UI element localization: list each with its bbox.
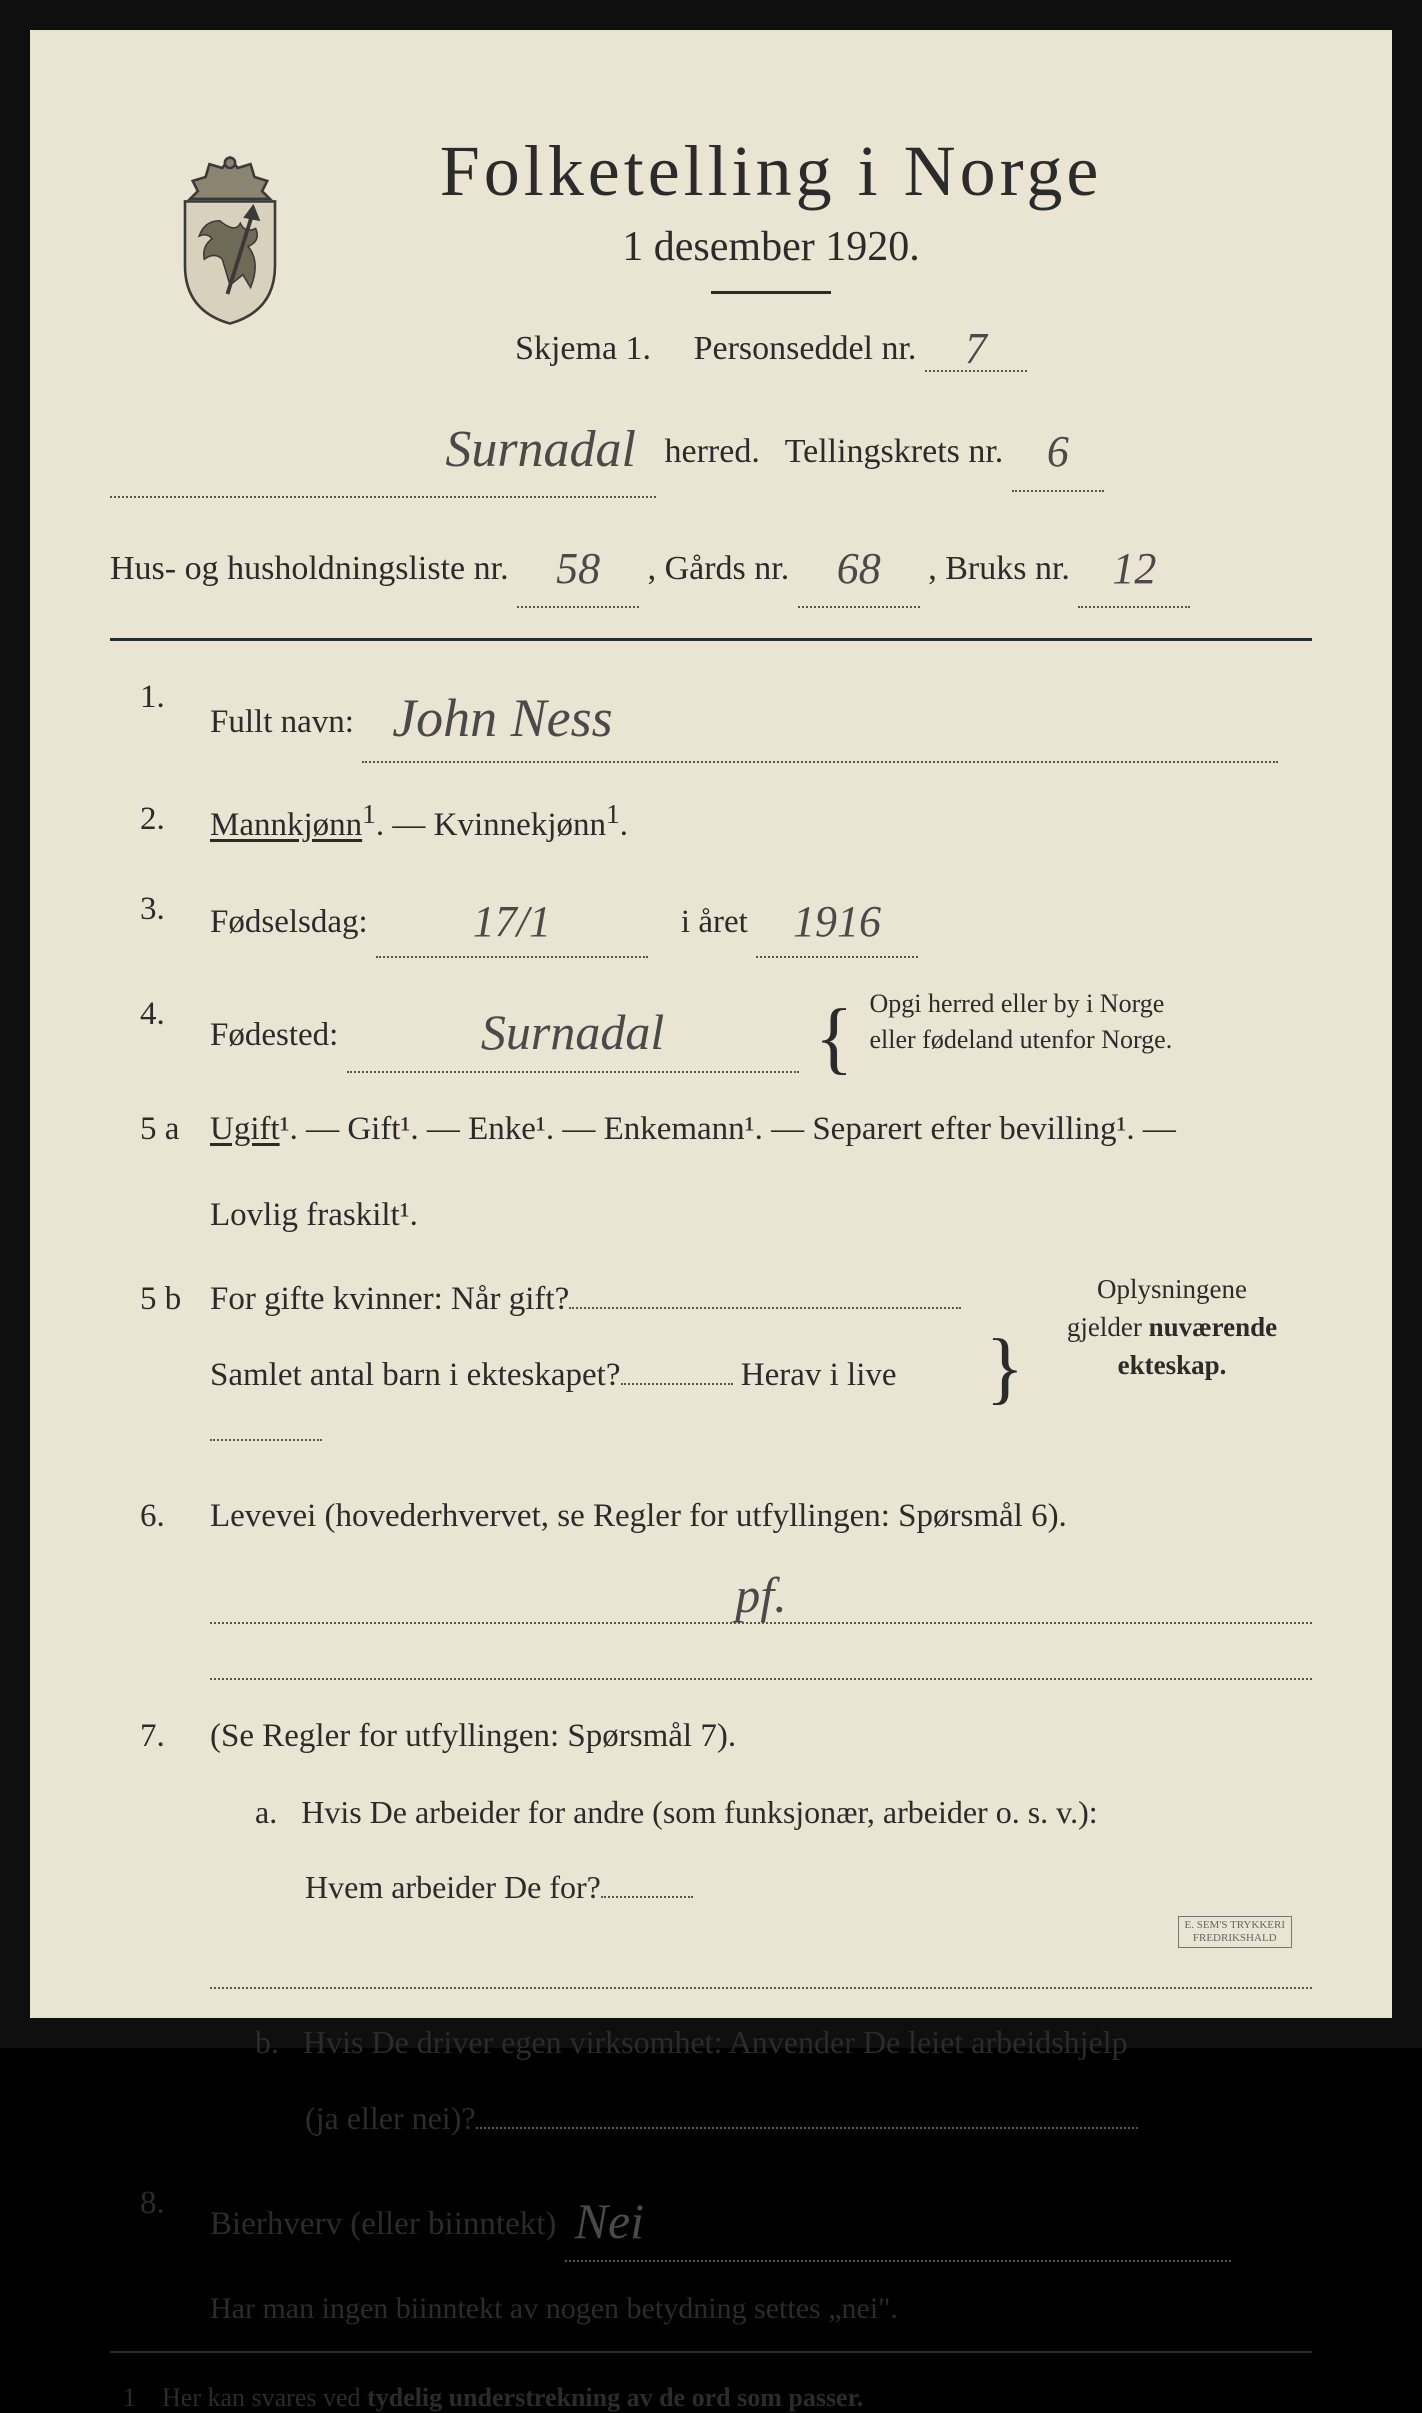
- printer-l1: E. SEM'S TRYKKERI: [1185, 1919, 1286, 1931]
- q2: 2. Mannkjønn1. — Kvinnekjønn1.: [140, 791, 1312, 853]
- q1-num: 1.: [140, 669, 210, 763]
- footer-note1: Har man ingen biinntekt av nogen betydni…: [210, 2292, 1312, 2326]
- q2-sup2: 1: [606, 798, 620, 829]
- q7a-l2: Hvem arbeider De for?: [305, 1869, 601, 1905]
- q5b-note: Oplysningene gjelder nuværende ekteskap.: [1032, 1271, 1312, 1459]
- q5b-l1a: For gifte kvinner: Når gift?: [210, 1281, 569, 1317]
- section-divider: [110, 638, 1312, 641]
- q5b-note-l1: Oplysningene: [1097, 1274, 1247, 1304]
- q2-sup1: 1: [362, 798, 376, 829]
- q7a-l1: Hvis De arbeider for andre (som funksjon…: [301, 1794, 1097, 1830]
- husliste-nr: 58: [556, 544, 600, 593]
- q3: 3. Fødselsdag: 17/1 i året 1916: [140, 881, 1312, 958]
- q7b-num: b.: [255, 2024, 279, 2060]
- q6-answer-line-2: [210, 1628, 1312, 1680]
- q3-num: 3.: [140, 881, 210, 958]
- q8-value: Nei: [575, 2193, 644, 2249]
- q8-num: 8.: [140, 2175, 210, 2262]
- bruks-label: , Bruks nr.: [928, 550, 1070, 587]
- tellingskrets-label: Tellingskrets nr.: [785, 433, 1004, 470]
- q5b-note-l2: gjelder nuværende: [1067, 1312, 1277, 1342]
- q4-value: Surnadal: [481, 1004, 664, 1060]
- q7: 7. (Se Regler for utfyllingen: Spørsmål …: [140, 1708, 1312, 2147]
- q5a-selected: Ugift: [210, 1111, 280, 1147]
- title-divider: [711, 291, 831, 294]
- herred-label: herred.: [665, 433, 760, 470]
- q4-note: Opgi herred eller by i Norge eller fødel…: [869, 986, 1172, 1059]
- q2-mannkjonn: Mannkjønn: [210, 807, 362, 843]
- q3-label: Fødselsdag:: [210, 904, 368, 940]
- q2-kvinnekjonn: Kvinnekjønn: [434, 807, 606, 843]
- q5a-line2: Lovlig fraskilt¹.: [210, 1187, 1312, 1243]
- q2-sep: —: [392, 807, 433, 843]
- personseddel-nr: 7: [965, 324, 987, 373]
- gards-nr: 68: [837, 544, 881, 593]
- q2-num: 2.: [140, 791, 210, 853]
- q4-note-l2: eller fødeland utenfor Norge.: [869, 1025, 1172, 1054]
- q7-num: 7.: [140, 1708, 210, 2147]
- q1: 1. Fullt navn: John Ness: [140, 669, 1312, 763]
- brace-icon: {: [815, 1018, 853, 1058]
- q1-label: Fullt navn:: [210, 704, 354, 740]
- husliste-label: Hus- og husholdningsliste nr.: [110, 550, 509, 587]
- q6-value: pf.: [735, 1567, 786, 1623]
- q5a-num: 5 a: [140, 1101, 210, 1243]
- personseddel-label: Personseddel nr.: [694, 330, 917, 367]
- q3-year-label: i året: [681, 904, 748, 940]
- gards-label: , Gårds nr.: [648, 550, 790, 587]
- q4: 4. Fødested: Surnadal { Opgi herred elle…: [140, 986, 1312, 1073]
- census-form-page: Folketelling i Norge 1 desember 1920. Sk…: [0, 0, 1422, 2048]
- q7a-answer-line: [210, 1937, 1312, 1989]
- form-date: 1 desember 1920.: [230, 223, 1312, 271]
- q7a-num: a.: [255, 1794, 277, 1830]
- q6: 6. Levevei (hovederhvervet, se Regler fo…: [140, 1488, 1312, 1544]
- q5b-num: 5 b: [140, 1271, 210, 1459]
- q8-label: Bierhverv (eller biinntekt): [210, 2206, 556, 2242]
- q6-label: Levevei (hovederhvervet, se Regler for u…: [210, 1498, 1067, 1534]
- q7b-l2: (ja eller nei)?: [305, 2100, 476, 2136]
- fn-num: 1: [123, 2383, 136, 2412]
- footnote-1: 1 Her kan svares ved tydelig understrekn…: [110, 2383, 1312, 2413]
- coat-of-arms-icon: [165, 150, 295, 330]
- q5b-note-l3: ekteskap.: [1118, 1350, 1227, 1380]
- q3-day: 17/1: [473, 897, 551, 946]
- printer-l2: FREDRIKSHALD: [1193, 1932, 1277, 1944]
- q5b: 5 b For gifte kvinner: Når gift? Samlet …: [140, 1271, 1312, 1459]
- q7b-l1: Hvis De driver egen virksomhet: Anvender…: [303, 2024, 1128, 2060]
- liste-line: Hus- og husholdningsliste nr. 58 , Gårds…: [110, 523, 1312, 609]
- q5b-l2a: Samlet antal barn i ekteskapet?: [210, 1357, 621, 1393]
- tellingskrets-nr: 6: [1047, 427, 1069, 476]
- herred-value: Surnadal: [445, 421, 636, 478]
- q4-label: Fødested:: [210, 1017, 338, 1053]
- q1-value: John Ness: [392, 688, 612, 748]
- form-title: Folketelling i Norge: [230, 130, 1312, 213]
- brace-icon: }: [986, 1348, 1024, 1388]
- footer-divider: [110, 2351, 1312, 2353]
- skjema-line: Skjema 1. Personseddel nr. 7: [230, 319, 1312, 372]
- herred-line: Surnadal herred. Tellingskrets nr. 6: [110, 397, 1312, 498]
- q7-label: (Se Regler for utfyllingen: Spørsmål 7).: [210, 1718, 736, 1754]
- q5b-l2b: Herav i live: [741, 1357, 897, 1393]
- q6-answer-line: pf.: [210, 1572, 1312, 1624]
- q4-num: 4.: [140, 986, 210, 1073]
- q3-year: 1916: [793, 897, 881, 946]
- q5a: 5 a Ugift¹. — Gift¹. — Enke¹. — Enkemann…: [140, 1101, 1312, 1243]
- skjema-label: Skjema 1.: [515, 330, 651, 367]
- printer-mark: E. SEM'S TRYKKERI FREDRIKSHALD: [1178, 1916, 1293, 1948]
- q6-num: 6.: [140, 1488, 210, 1544]
- q8: 8. Bierhverv (eller biinntekt) Nei: [140, 2175, 1312, 2262]
- q4-note-l1: Opgi herred eller by i Norge: [869, 989, 1164, 1018]
- title-block: Folketelling i Norge 1 desember 1920. Sk…: [230, 130, 1312, 372]
- bruks-nr: 12: [1112, 544, 1156, 593]
